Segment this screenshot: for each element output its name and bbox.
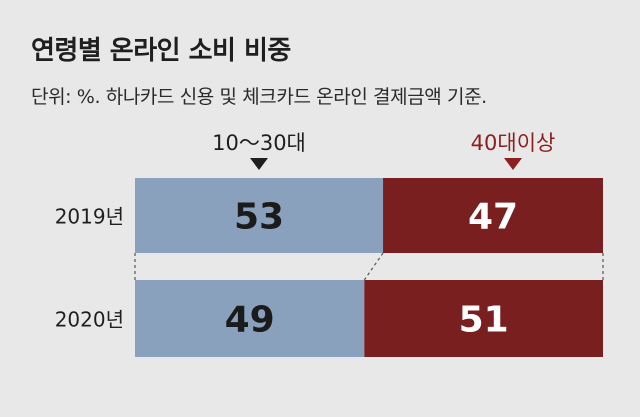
data-label-young-2: 49 xyxy=(225,300,275,341)
legend-arrow-old xyxy=(504,158,522,170)
category-label-1: 2019년 xyxy=(55,205,124,229)
category-label-2: 2020년 xyxy=(55,308,124,332)
connector-split xyxy=(363,252,384,281)
data-label-young-1: 53 xyxy=(234,197,284,238)
bar-young-1 xyxy=(135,178,384,253)
data-label-old-2: 51 xyxy=(459,300,509,341)
legend-arrow-young xyxy=(250,158,268,170)
bar-old-1 xyxy=(383,178,603,253)
legend-label-old: 40대이상 xyxy=(471,131,556,155)
chart-title: 연령별 온라인 소비 비중 xyxy=(31,36,291,66)
bar-old-2 xyxy=(364,280,603,357)
chart-subtitle: 단위: %. 하나카드 신용 및 체크카드 온라인 결제금액 기준. xyxy=(31,86,487,108)
legend-label-young: 10～30대 xyxy=(212,131,306,155)
bar-young-2 xyxy=(135,280,365,357)
data-label-old-1: 47 xyxy=(468,197,518,238)
